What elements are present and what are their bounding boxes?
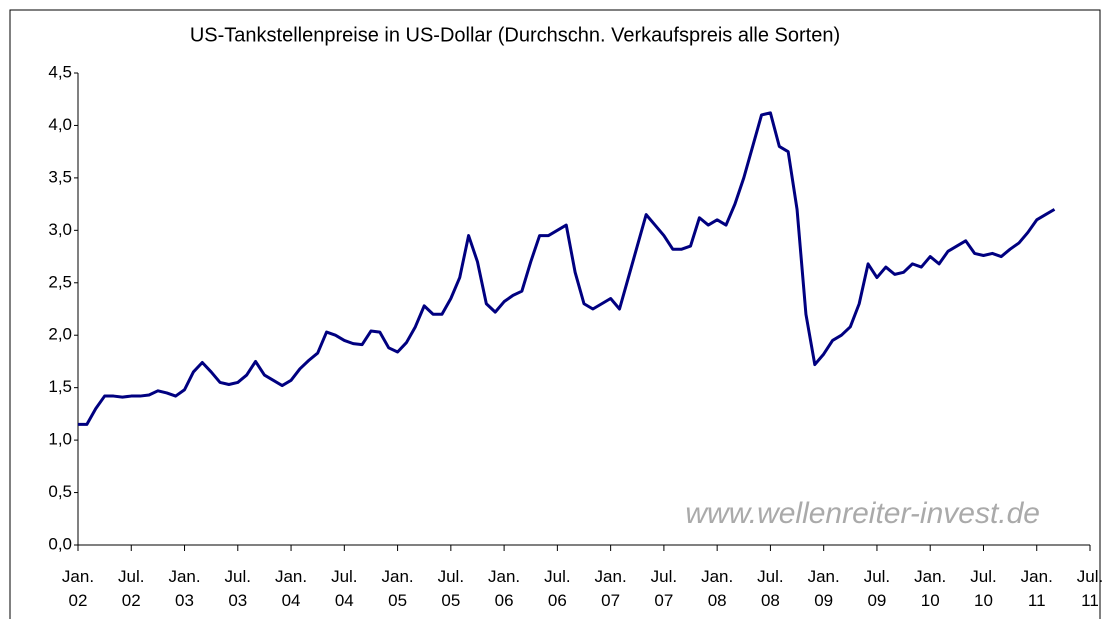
x-tick-label: Jan. 07 xyxy=(594,567,627,610)
y-tick-label: 3,5 xyxy=(48,167,72,186)
y-tick-label: 0,5 xyxy=(48,482,72,501)
y-tick-label: 2,0 xyxy=(48,325,72,344)
y-tick-label: 0,0 xyxy=(48,534,72,553)
x-tick-label: Jul. 04 xyxy=(331,567,358,610)
y-tick-label: 3,0 xyxy=(48,220,72,239)
x-tick-label: Jul. 06 xyxy=(544,567,571,610)
x-tick-label: Jan. 04 xyxy=(274,567,308,610)
x-tick-label: Jul. 09 xyxy=(863,567,891,610)
x-tick-label: Jul. 05 xyxy=(437,567,465,610)
y-tick-label: 2,5 xyxy=(48,272,72,291)
line xyxy=(78,111,1056,426)
x-tick-label: Jul. 10 xyxy=(970,567,997,610)
x-tick-label: Jan. 06 xyxy=(488,567,521,610)
x-tick-label: Jan. 11 xyxy=(1020,567,1053,610)
x-tick-label: Jan. 03 xyxy=(168,567,201,610)
x-tick-label: Jan. 08 xyxy=(701,567,734,610)
x-tick-label: Jul. 08 xyxy=(757,567,784,610)
watermark: www.wellenreiter-invest.de xyxy=(685,497,1040,530)
chart-title: US-Tankstellenpreise in US-Dollar (Durch… xyxy=(190,24,840,46)
x-tick-label: Jul. 11 xyxy=(1076,567,1104,610)
x-tick-label: Jan. 05 xyxy=(381,567,414,610)
x-tick-label: Jan. 02 xyxy=(61,567,95,610)
frame xyxy=(9,9,1101,619)
y-tick-label: 1,0 xyxy=(48,430,72,449)
y-tick-label: 1,5 xyxy=(48,377,72,396)
x-tick-label: Jul. 03 xyxy=(224,567,252,610)
y-tick-label: 4,5 xyxy=(48,62,72,81)
x-tick-label: Jul. 02 xyxy=(118,567,145,610)
x-tick-label: Jan. 10 xyxy=(914,567,947,610)
y-tick-label: 4,0 xyxy=(48,115,72,134)
x-tick-label: Jul. 07 xyxy=(650,567,678,610)
x-tick-label: Jan. 09 xyxy=(807,567,840,610)
